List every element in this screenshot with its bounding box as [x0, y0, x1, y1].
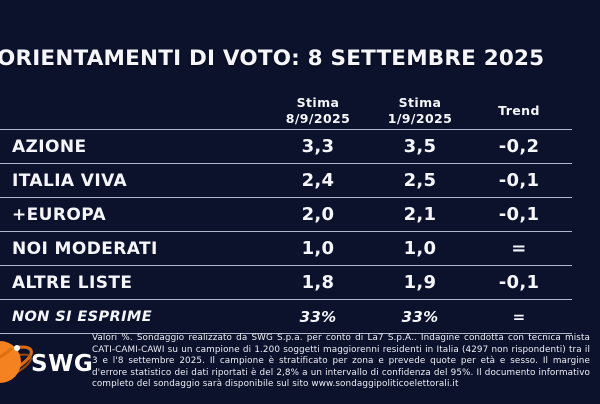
table-row: ALTRE LISTE 1,8 1,9 -0,1	[0, 265, 572, 299]
column-header-trend: Trend	[498, 102, 540, 118]
party-name: NON SI ESPRIME	[12, 308, 153, 325]
table-row: +EUROPA 2,0 2,1 -0,1	[0, 197, 572, 231]
stima-previous-value: 2,1	[403, 204, 437, 225]
poll-table: Stima 8/9/2025 Stima 1/9/2025 Trend AZIO…	[0, 92, 572, 334]
swg-logo-text: SWG	[31, 351, 94, 377]
stima-previous-value: 1,0	[403, 238, 437, 259]
table-body: AZIONE 3,3 3,5 -0,2 ITALIA VIVA 2,4 2,5 …	[0, 129, 572, 334]
party-name: AZIONE	[12, 136, 87, 157]
stima-current-value: 1,8	[301, 272, 335, 293]
stima-current-value: 2,0	[301, 204, 335, 225]
stima-current-value: 2,4	[301, 170, 335, 191]
table-row: NOI MODERATI 1,0 1,0 =	[0, 231, 572, 265]
column-header-stima-previous: Stima 1/9/2025	[387, 94, 453, 126]
trend-value: -0,1	[498, 204, 540, 225]
table-row: AZIONE 3,3 3,5 -0,2	[0, 129, 572, 163]
stima-current-value: 33%	[299, 307, 337, 326]
table-row: ITALIA VIVA 2,4 2,5 -0,1	[0, 163, 572, 197]
trend-value: =	[512, 307, 526, 326]
column-header-stima-current: Stima 8/9/2025	[285, 94, 351, 126]
table-header-row: Stima 8/9/2025 Stima 1/9/2025 Trend	[0, 92, 572, 129]
trend-value: -0,2	[498, 136, 540, 157]
stima-previous-value: 33%	[401, 307, 439, 326]
swg-logo-icon	[0, 341, 33, 386]
party-name: ITALIA VIVA	[12, 170, 128, 191]
stima-current-value: 1,0	[301, 238, 335, 259]
trend-value: =	[511, 238, 527, 259]
trend-value: -0,1	[498, 170, 540, 191]
table-row: NON SI ESPRIME 33% 33% =	[0, 299, 572, 333]
page-title: ORIENTAMENTI DI VOTO: 8 SETTEMBRE 2025	[0, 46, 545, 71]
trend-value: -0,1	[498, 272, 540, 293]
stima-previous-value: 3,5	[403, 136, 437, 157]
stima-current-value: 3,3	[301, 136, 335, 157]
party-name: NOI MODERATI	[12, 238, 158, 259]
stima-previous-value: 1,9	[403, 272, 437, 293]
party-name: ALTRE LISTE	[12, 272, 133, 293]
stima-previous-value: 2,5	[403, 170, 437, 191]
disclaimer-text: Valori %. Sondaggio realizzato da SWG S.…	[92, 333, 590, 390]
party-name: +EUROPA	[12, 204, 107, 225]
